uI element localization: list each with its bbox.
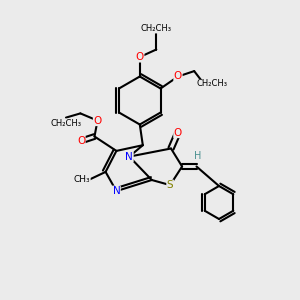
Text: S: S <box>167 180 173 190</box>
Text: CH₂CH₃: CH₂CH₃ <box>50 119 82 128</box>
Text: O: O <box>174 128 182 138</box>
Text: CH₂CH₃: CH₂CH₃ <box>196 80 227 88</box>
Text: H: H <box>194 151 202 161</box>
Text: O: O <box>136 52 144 62</box>
Text: N: N <box>125 152 133 162</box>
Text: N: N <box>112 186 120 196</box>
Text: CH₂CH₃: CH₂CH₃ <box>141 24 172 33</box>
Text: CH₃: CH₃ <box>74 176 90 184</box>
Text: O: O <box>77 136 85 146</box>
Text: O: O <box>93 116 102 126</box>
Text: O: O <box>174 71 182 82</box>
